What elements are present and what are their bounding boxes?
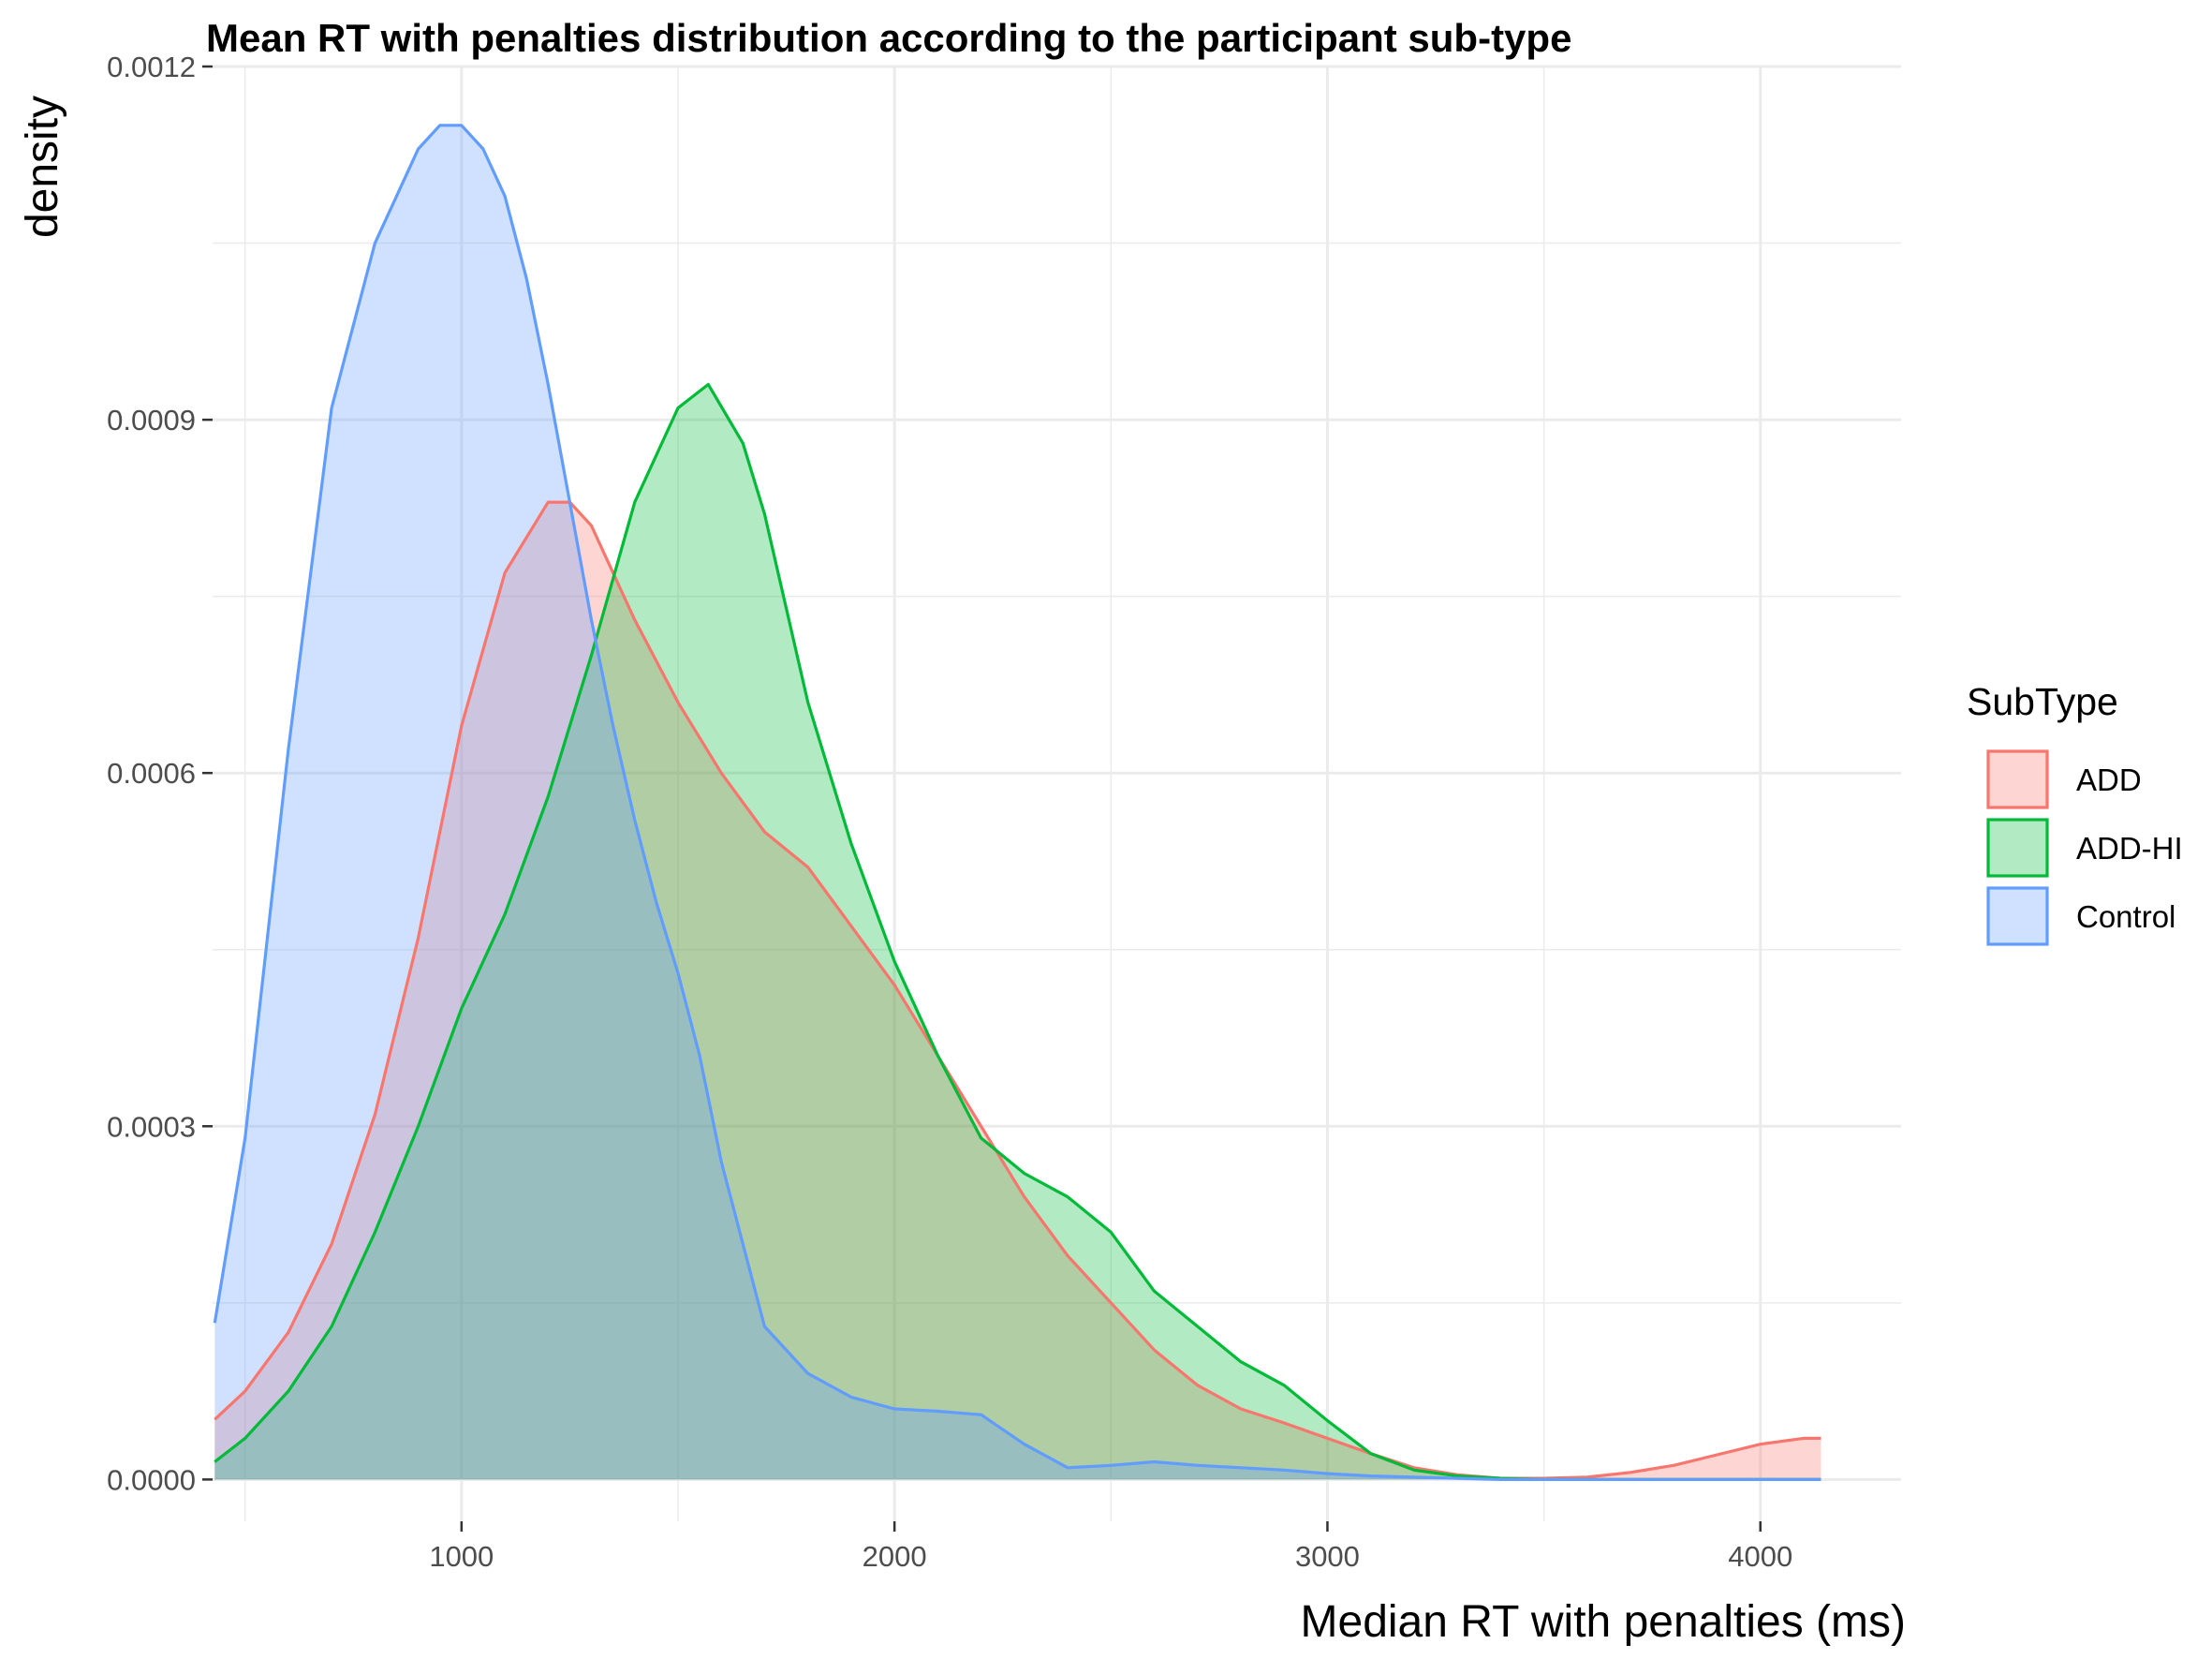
density-area-control — [214, 125, 1821, 1480]
y-tick-label: 0.0003 — [107, 1110, 196, 1143]
x-axis-title: Median RT with penalties (ms) — [1301, 1597, 1906, 1647]
legend-label-add: ADD — [2076, 763, 2142, 797]
density-lines — [213, 124, 1821, 1481]
y-axis-title: density — [18, 96, 67, 238]
x-tick-label: 4000 — [1728, 1540, 1792, 1573]
legend: SubType ADD ADD-HI Control — [1967, 680, 2183, 946]
legend-label-control: Control — [2076, 899, 2175, 934]
legend-key-control — [1986, 886, 2049, 946]
legend-label-add-hi: ADD-HI — [2076, 831, 2183, 866]
y-tick-label: 0.0006 — [107, 757, 196, 790]
density-area-add-hi — [214, 384, 1821, 1480]
x-tick-label: 2000 — [863, 1540, 927, 1573]
legend-key-add — [1986, 749, 2049, 809]
chart-title: Mean RT with penalties distribution acco… — [206, 16, 1571, 60]
y-tick-label: 0.0000 — [107, 1463, 196, 1496]
y-axis: 0.0000 0.0003 0.0006 0.0009 0.0012 — [107, 51, 213, 1496]
legend-key-bg-control — [1986, 886, 2049, 946]
density-line-control — [213, 124, 1821, 1481]
minor-gridlines — [213, 67, 1901, 1521]
y-tick-label: 0.0012 — [107, 51, 196, 83]
x-tick-label: 3000 — [1295, 1540, 1360, 1573]
y-tick-label: 0.0009 — [107, 404, 196, 437]
legend-key-add-hi — [1986, 818, 2049, 878]
legend-title: SubType — [1967, 680, 2118, 723]
legend-key-bg-add — [1986, 749, 2049, 809]
x-axis: 1000 2000 3000 4000 — [429, 1521, 1792, 1573]
x-tick-label: 1000 — [429, 1540, 494, 1573]
density-line-add — [214, 500, 1821, 1480]
density-areas — [214, 125, 1821, 1480]
legend-key-bg-add-hi — [1986, 818, 2049, 878]
